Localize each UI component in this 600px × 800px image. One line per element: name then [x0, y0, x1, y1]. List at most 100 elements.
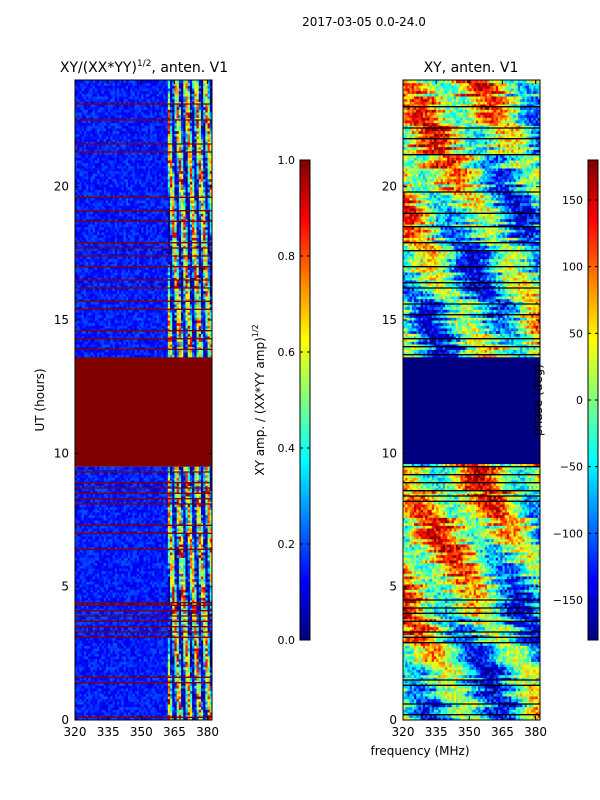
heatmap-cell [200, 517, 204, 521]
heatmap-cell [97, 544, 100, 548]
heatmap-cell [119, 709, 122, 713]
heatmap-cell [147, 634, 151, 638]
heatmap-cell [94, 581, 98, 585]
heatmap-cell [165, 677, 169, 681]
heatmap-cell [132, 528, 136, 532]
heatmap-cell [101, 605, 105, 609]
heatmap-cell [187, 525, 191, 529]
heatmap-cell [83, 693, 87, 697]
heatmap-cell [141, 610, 144, 614]
heatmap-cell [75, 586, 78, 590]
heatmap-cell [198, 562, 202, 566]
heatmap-cell [172, 696, 175, 700]
heatmap-cell [174, 701, 178, 705]
heatmap-cell [183, 554, 186, 558]
heatmap-cell [130, 581, 133, 585]
heatmap-cell [83, 525, 87, 529]
heatmap-cell [189, 562, 193, 566]
heatmap-cell [108, 584, 111, 588]
heatmap-cell [185, 568, 189, 572]
heatmap-cell [189, 616, 193, 620]
heatmap-cell [136, 650, 140, 654]
heatmap-cell [174, 696, 178, 700]
heatmap-cell [187, 653, 191, 657]
heatmap-cell [174, 536, 178, 540]
heatmap-cell [139, 624, 142, 628]
heatmap-cell [203, 544, 206, 548]
heatmap-cell [86, 653, 89, 657]
heatmap-cell [116, 525, 120, 529]
heatmap-cell [167, 661, 171, 665]
heatmap-cell [83, 701, 87, 705]
heatmap-cell [99, 600, 103, 604]
heatmap-cell [145, 584, 149, 588]
heatmap-cell [121, 616, 125, 620]
heatmap-cell [94, 538, 98, 542]
heatmap-cell [130, 584, 133, 588]
heatmap-cell [181, 650, 184, 654]
heatmap-cell [130, 557, 133, 561]
heatmap-cell [121, 608, 125, 612]
heatmap-cell [94, 528, 98, 532]
heatmap-cell [79, 536, 83, 540]
heatmap-cell [86, 608, 89, 612]
heatmap-cell [203, 642, 206, 646]
heatmap-cell [99, 568, 103, 572]
heatmap-cell [97, 672, 100, 676]
heatmap-cell [136, 576, 140, 580]
heatmap-cell [194, 573, 198, 577]
heatmap-cell [121, 610, 125, 614]
heatmap-cell [143, 640, 147, 644]
heatmap-cell [77, 592, 80, 596]
heatmap-cell [183, 621, 186, 625]
heatmap-cell [128, 589, 131, 593]
heatmap-cell [86, 645, 89, 649]
heatmap-cell [143, 661, 147, 665]
heatmap-cell [163, 672, 167, 676]
heatmap-cell [75, 541, 78, 545]
heatmap-cell [105, 669, 109, 673]
heatmap-cell [178, 602, 182, 606]
heatmap-cell [141, 648, 144, 652]
heatmap-cell [196, 597, 200, 601]
heatmap-cell [119, 712, 122, 716]
heatmap-cell [130, 706, 133, 710]
heatmap-cell [97, 634, 100, 638]
heatmap-cell [125, 693, 129, 697]
heatmap-cell [158, 626, 162, 630]
heatmap-cell [121, 530, 125, 534]
heatmap-cell [156, 672, 160, 676]
heatmap-cell [139, 522, 142, 526]
heatmap-cell [94, 600, 98, 604]
heatmap-cell [103, 629, 107, 633]
heatmap-cell [90, 589, 94, 593]
heatmap-cell [110, 717, 114, 720]
heatmap-cell [170, 538, 173, 542]
heatmap-cell [130, 594, 133, 598]
heatmap-cell [86, 565, 89, 569]
heatmap-cell [185, 680, 189, 684]
heatmap-cell [116, 592, 120, 596]
heatmap-cell [203, 709, 206, 713]
heatmap-cell [170, 656, 173, 660]
heatmap-cell [174, 586, 178, 590]
heatmap-cell [189, 685, 193, 689]
heatmap-cell [167, 578, 171, 582]
heatmap-cell [189, 573, 193, 577]
heatmap-cell [114, 525, 118, 529]
heatmap-cell [105, 552, 109, 556]
heatmap-cell [163, 581, 167, 585]
heatmap-cell [119, 632, 122, 636]
heatmap-cell [165, 602, 169, 606]
heatmap-cell [134, 605, 138, 609]
heatmap-cell [132, 658, 136, 662]
heatmap-cell [114, 522, 118, 526]
heatmap-cell [207, 530, 211, 534]
heatmap-cell [86, 690, 89, 694]
heatmap-cell [116, 656, 120, 660]
heatmap-cell [176, 568, 180, 572]
heatmap-cell [150, 669, 153, 673]
heatmap-cell [181, 642, 184, 646]
heatmap-cell [152, 573, 156, 577]
heatmap-cell [86, 533, 89, 537]
